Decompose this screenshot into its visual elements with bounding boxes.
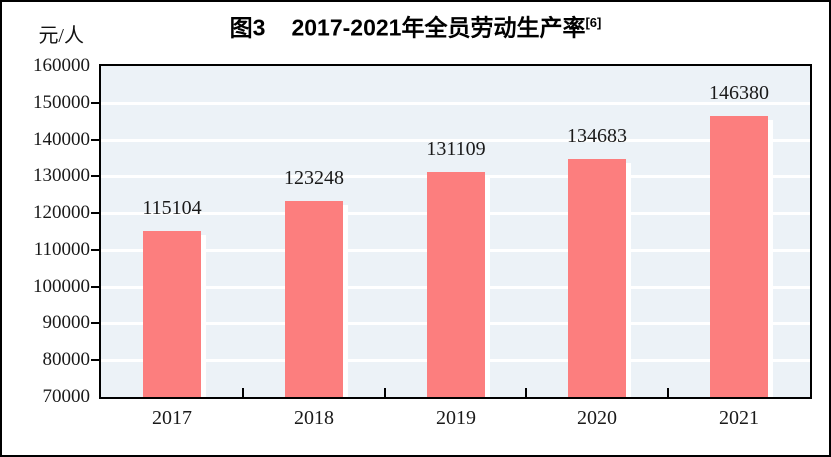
bar-value-label: 134683 (567, 125, 627, 147)
bar-value-label: 131109 (426, 138, 486, 160)
bar-value-label: 146380 (709, 82, 769, 104)
bar-value-label: 123248 (284, 167, 344, 189)
bar-2019 (427, 172, 490, 397)
y-axis-unit-label: 元/人 (38, 25, 84, 47)
figure-number: 图3 (229, 14, 266, 41)
bar-2020 (568, 159, 631, 397)
x-axis-label-2018: 2018 (294, 407, 334, 429)
y-axis-tick-mark (91, 285, 99, 288)
y-axis-tick-label: 110000 (33, 238, 90, 260)
title-text: 2017-2021年全员劳动生产率 (291, 14, 586, 41)
x-axis-label-2019: 2019 (436, 407, 476, 429)
y-axis-tick-mark (91, 212, 99, 215)
y-axis-tick-label: 140000 (33, 128, 90, 150)
y-axis-tick-label: 130000 (33, 165, 90, 187)
x-axis-tick-mark (667, 388, 670, 397)
bar-2018 (285, 201, 348, 397)
plot-area: 115104 123248 131109 134683 146380 (99, 64, 812, 399)
gridline (101, 138, 810, 142)
y-axis-tick-mark (91, 175, 99, 178)
y-axis-tick-mark (91, 101, 99, 104)
y-axis-tick-mark (91, 359, 99, 362)
x-axis-tick-mark (383, 388, 386, 397)
y-axis-tick-label: 150000 (33, 91, 90, 113)
y-axis-tick-label: 100000 (33, 275, 90, 297)
bar-2021 (710, 116, 773, 397)
y-axis-tick-label: 80000 (42, 349, 91, 371)
y-axis-tick-label: 90000 (42, 312, 91, 334)
bar-value-label: 115104 (142, 197, 202, 219)
y-axis-tick-mark (91, 138, 99, 141)
title-superscript: [6] (585, 15, 602, 30)
x-axis-tick-mark (241, 388, 244, 397)
bar-2017 (143, 231, 206, 397)
x-axis-label-2017: 2017 (152, 407, 192, 429)
y-axis-tick-label: 120000 (33, 202, 90, 224)
x-axis-tick-mark (525, 388, 528, 397)
chart-title: 图3 2017-2021年全员劳动生产率[6] (2, 9, 829, 42)
gridline (101, 101, 810, 105)
y-axis-tick-mark (91, 248, 99, 251)
y-axis-tick-label: 160000 (33, 55, 90, 76)
y-axis-tick-mark (91, 322, 99, 325)
y-axis-tick-label: 70000 (42, 386, 91, 407)
x-axis-label-2021: 2021 (719, 407, 759, 429)
x-axis-label-2020: 2020 (577, 407, 617, 429)
